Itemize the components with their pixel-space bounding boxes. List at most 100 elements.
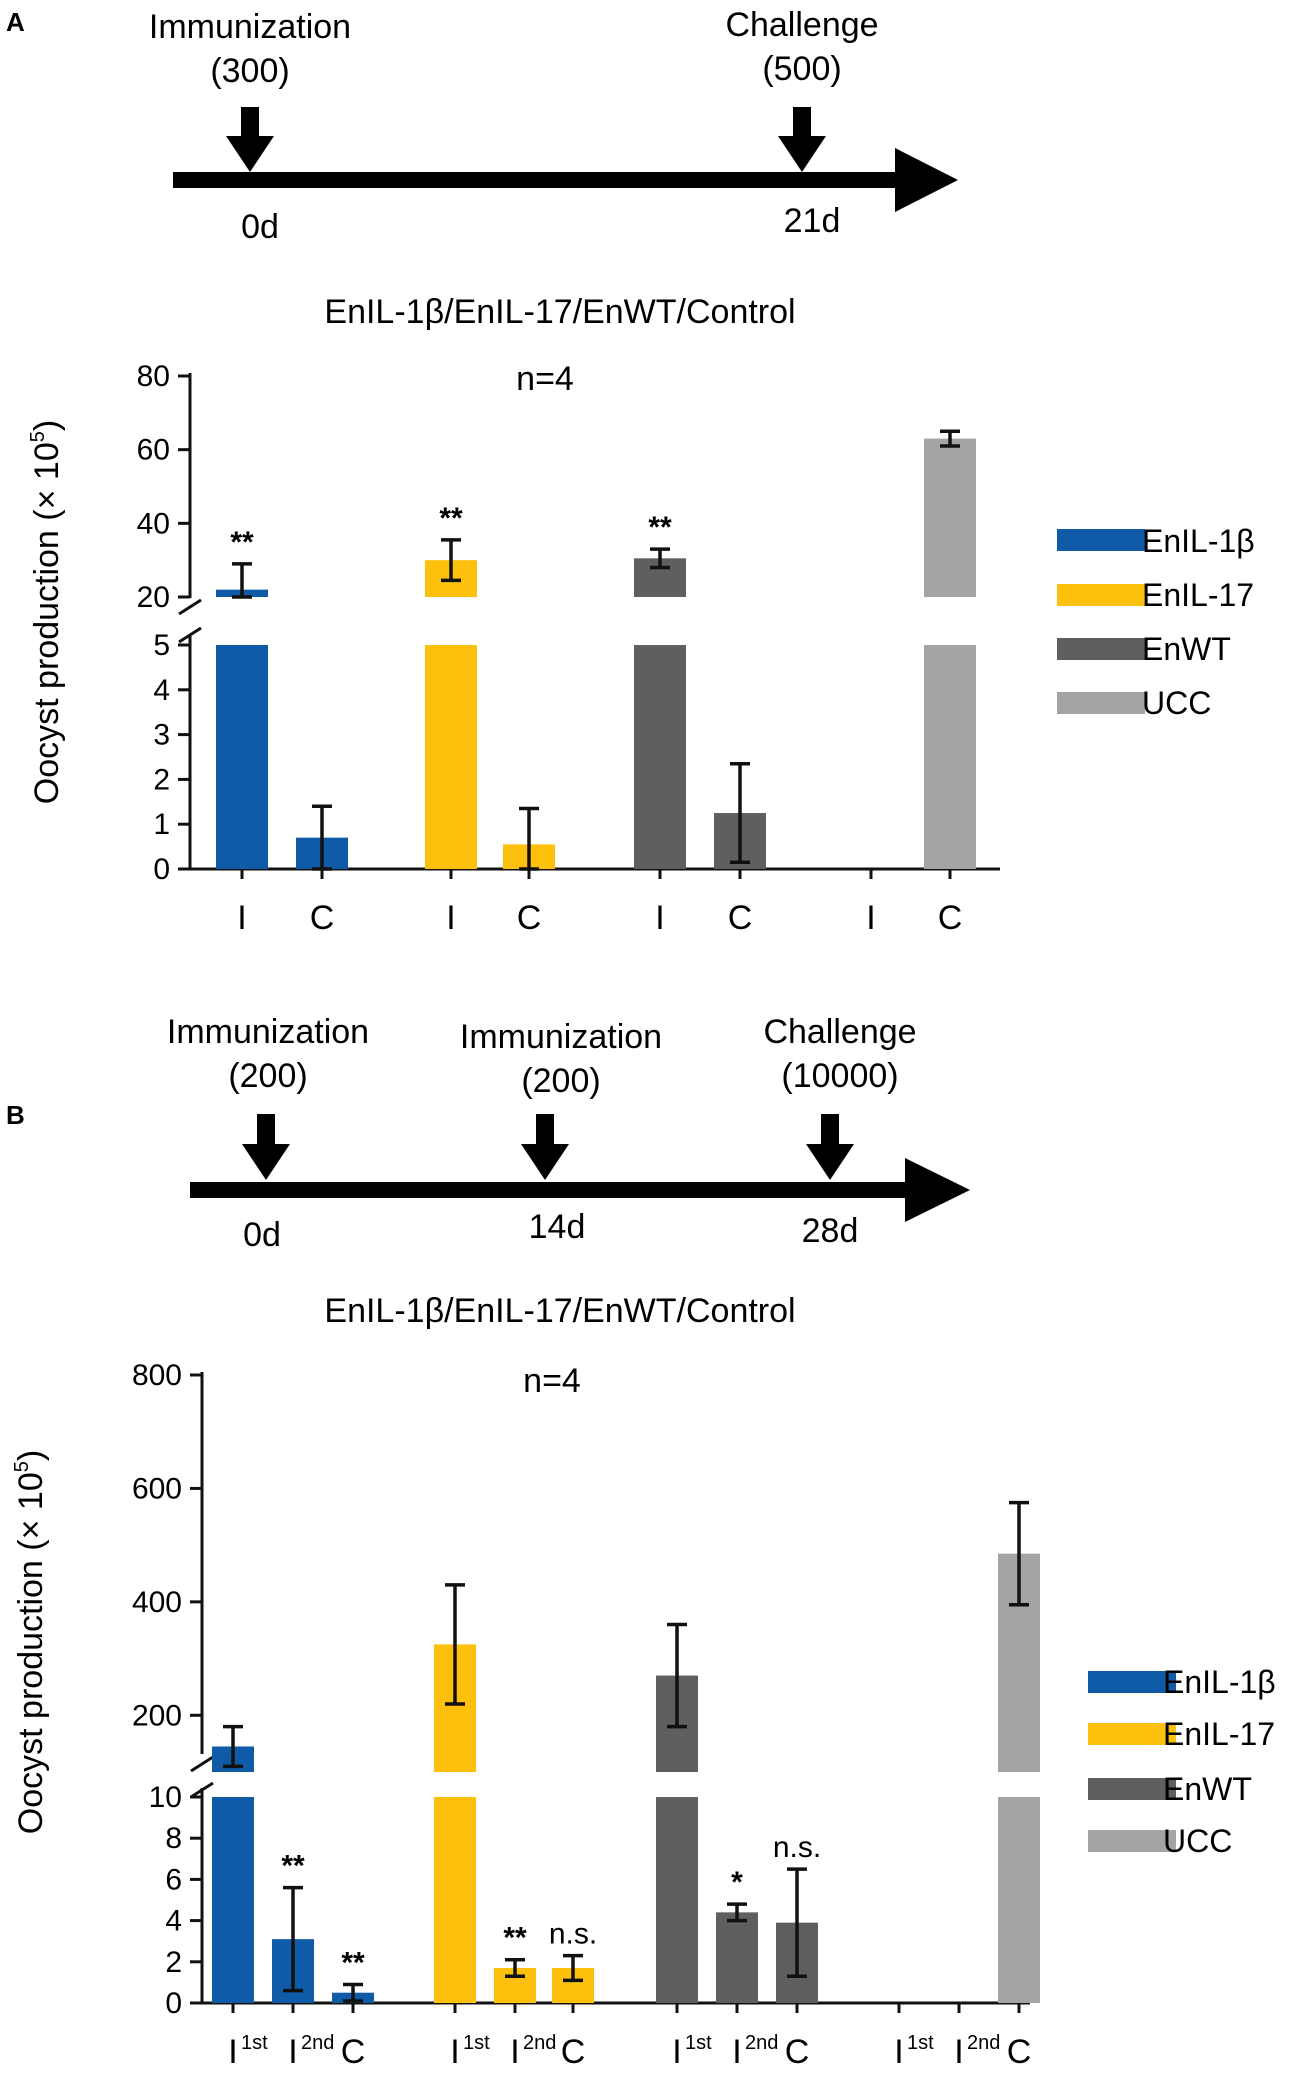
bar-lower-segment	[656, 1797, 698, 2003]
timeline-b-dose-2: (200)	[521, 1062, 600, 1100]
timeline-b-event-3: Challenge	[763, 1013, 916, 1051]
x-category-label: C	[728, 899, 753, 937]
panel-b-ylabel: Oocyst production (× 105)	[11, 1450, 50, 1834]
panel-b-letter: B	[6, 1100, 25, 1130]
x-category-label: I	[732, 2033, 741, 2071]
panel-a-title: EnIL-1β/EnIL-17/EnWT/Control	[324, 293, 795, 331]
bar-lower-segment	[634, 645, 686, 869]
y-tick-label: 0	[153, 853, 170, 886]
legend-a-swatch-enil1b	[1057, 529, 1145, 551]
x-category-label: I	[228, 2033, 237, 2071]
legend-b-label-enwt: EnWT	[1163, 1771, 1252, 1807]
legend-a-swatch-enil17	[1057, 584, 1145, 606]
x-category-sup: 2nd	[523, 2032, 556, 2054]
panel-b-title: EnIL-1β/EnIL-17/EnWT/Control	[324, 1292, 795, 1330]
y-tick-label: 3	[153, 719, 170, 752]
x-category-sup: 1st	[241, 2032, 268, 2054]
timeline-b-day-2: 14d	[529, 1208, 586, 1246]
bar-lower-segment	[998, 1797, 1040, 2003]
x-category-label: I	[237, 899, 246, 937]
bar-lower-segment	[425, 645, 477, 869]
timeline-b-event-1: Immunization	[167, 1013, 369, 1051]
y-tick-label: 6	[165, 1863, 182, 1896]
x-category-label: I	[288, 2033, 297, 2071]
y-tick-label: 800	[132, 1359, 182, 1392]
bar-lower-segment	[924, 645, 976, 869]
x-category-label: I	[954, 2033, 963, 2071]
x-category-label: I	[510, 2033, 519, 2071]
y-tick-label: 2	[165, 1946, 182, 1979]
x-category-sup: 2nd	[745, 2032, 778, 2054]
timeline-b-dose-1: (200)	[228, 1057, 307, 1095]
panel-a-legend: EnIL-1β EnIL-17 EnWT UCC	[1057, 523, 1255, 721]
timeline-a-arrowhead	[895, 148, 958, 212]
x-category-sup: 1st	[463, 2032, 490, 2054]
panel-a-n-label: n=4	[516, 360, 574, 398]
panel-a-chart: 0 1 2 3 4 5 20 40 60 80 I ** C I ** C I ** C I C	[137, 360, 976, 937]
timeline-a-arrow-1	[226, 107, 274, 172]
significance-label: **	[439, 502, 463, 535]
significance-label: **	[341, 1946, 365, 1979]
x-category-sup: 1st	[907, 2032, 934, 2054]
timeline-b-arrow-2	[521, 1114, 569, 1180]
x-category-label: C	[517, 899, 542, 937]
significance-label: **	[503, 1922, 527, 1955]
timeline-a-arrow-2	[778, 107, 826, 172]
x-category-label: I	[894, 2033, 903, 2071]
significance-label: n.s.	[549, 1918, 597, 1951]
x-category-label: C	[785, 2033, 810, 2071]
panel-b-legend: EnIL-1β EnIL-17 EnWT UCC	[1088, 1664, 1276, 1859]
bar-lower-segment	[216, 645, 268, 869]
timeline-b-day-3: 28d	[802, 1212, 859, 1250]
y-tick-label: 2	[153, 763, 170, 796]
y-tick-label: 5	[153, 629, 170, 662]
significance-label: **	[648, 511, 672, 544]
panel-a: A Immunization (300) 0d Challenge (500) …	[6, 6, 1255, 937]
timeline-a-event-2: Challenge	[725, 6, 878, 44]
legend-b-label-enil1b: EnIL-1β	[1163, 1664, 1276, 1700]
legend-b-swatch-enwt	[1088, 1778, 1176, 1800]
timeline-a-event-1: Immunization	[149, 8, 351, 46]
timeline-b-arrowhead	[905, 1158, 970, 1222]
legend-a-swatch-enwt	[1057, 638, 1145, 660]
y-tick-label: 4	[165, 1905, 182, 1938]
bar-lower-segment	[434, 1797, 476, 2003]
y-tick-label: 200	[132, 1699, 182, 1732]
legend-b-swatch-enil1b	[1088, 1671, 1176, 1693]
x-category-label: C	[310, 899, 335, 937]
significance-label: **	[230, 526, 254, 559]
panel-b-timeline: Immunization (200) 0d Immunization (200)…	[167, 1013, 970, 1254]
significance-label: *	[731, 1866, 743, 1899]
timeline-a-day-1: 0d	[241, 208, 279, 246]
x-category-label: I	[446, 899, 455, 937]
x-category-label: C	[1007, 2033, 1032, 2071]
timeline-a-dose-2: (500)	[762, 50, 841, 88]
x-category-label: C	[938, 899, 963, 937]
panel-a-axis-break	[178, 598, 202, 644]
panel-a-timeline: Immunization (300) 0d Challenge (500) 21…	[149, 6, 958, 246]
legend-a-label-enil1b: EnIL-1β	[1142, 523, 1255, 559]
x-category-label: C	[561, 2033, 586, 2071]
panel-b-n-label: n=4	[523, 1362, 581, 1400]
x-category-sup: 2nd	[967, 2032, 1000, 2054]
timeline-b-arrow-3	[806, 1114, 854, 1180]
y-tick-label: 40	[137, 507, 170, 540]
timeline-b-event-2: Immunization	[460, 1018, 662, 1056]
legend-a-label-ucc: UCC	[1142, 685, 1211, 721]
timeline-b-dose-3: (10000)	[781, 1057, 898, 1095]
panel-a-ylabel: Oocyst production (× 105)	[27, 420, 66, 804]
legend-a-label-enwt: EnWT	[1142, 631, 1231, 667]
y-tick-label: 10	[149, 1781, 182, 1814]
bar	[924, 438, 976, 597]
legend-b-swatch-ucc	[1088, 1830, 1176, 1852]
y-tick-label: 80	[137, 360, 170, 393]
x-category-label: C	[341, 2033, 366, 2071]
legend-a-swatch-ucc	[1057, 692, 1145, 714]
y-tick-label: 0	[165, 1987, 182, 2020]
y-tick-label: 400	[132, 1586, 182, 1619]
timeline-a-day-2: 21d	[784, 202, 841, 240]
x-category-label: I	[450, 2033, 459, 2071]
y-tick-label: 600	[132, 1472, 182, 1505]
